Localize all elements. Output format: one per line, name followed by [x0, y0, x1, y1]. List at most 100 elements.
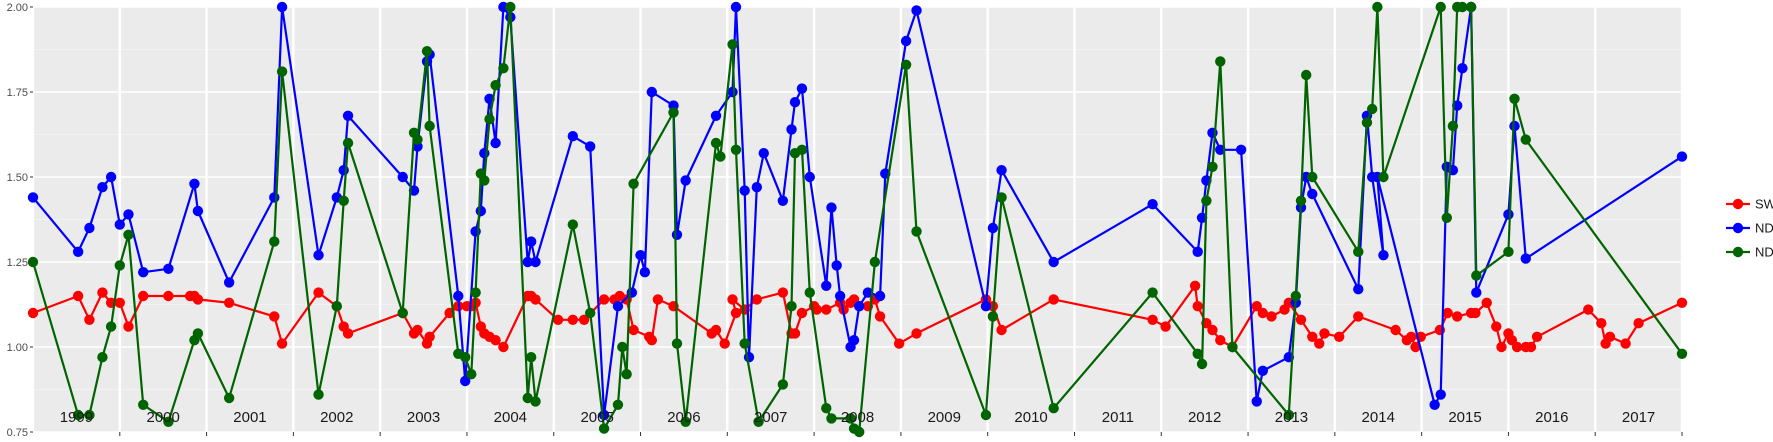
y-tick-label: 1.50 — [7, 172, 28, 184]
data-point-ndwi — [1447, 120, 1459, 132]
data-point-ndvi — [490, 137, 501, 149]
data-point-ndwi — [421, 46, 433, 57]
data-point-ndwi — [753, 416, 764, 427]
data-point-swir — [1048, 294, 1059, 305]
data-point-ndwi — [479, 175, 490, 186]
data-point-swir — [777, 287, 789, 298]
data-point-ndwi — [530, 396, 541, 407]
data-point-ndvi — [1353, 284, 1364, 295]
data-point-swir — [138, 290, 149, 302]
data-point-swir — [1257, 307, 1269, 319]
data-point-ndwi — [987, 311, 999, 322]
data-point-ndvi — [223, 277, 235, 288]
data-point-ndwi — [1520, 134, 1531, 145]
data-point-swir — [1511, 341, 1523, 353]
data-point-ndwi — [584, 307, 596, 319]
data-point-swir — [424, 331, 435, 342]
data-point-swir — [1633, 318, 1644, 329]
data-point-swir — [1620, 338, 1631, 349]
data-point-ndwi — [1201, 195, 1212, 206]
legend-key-point — [1732, 246, 1744, 258]
data-point-swir — [1406, 331, 1417, 342]
data-point-ndwi — [114, 260, 125, 271]
data-point-ndvi — [1471, 287, 1482, 298]
data-point-ndvi — [739, 185, 750, 196]
data-point-swir — [893, 338, 905, 349]
data-point-swir — [498, 341, 509, 353]
legend-key-point — [1732, 198, 1744, 210]
data-point-ndwi — [617, 341, 628, 353]
data-point-ndwi — [668, 107, 679, 118]
data-point-swir — [567, 314, 579, 325]
data-point-ndvi — [980, 301, 992, 312]
data-point-ndvi — [397, 171, 408, 183]
data-point-swir — [97, 287, 108, 298]
data-point-ndwi — [1471, 270, 1482, 281]
data-point-ndvi — [114, 219, 125, 230]
data-point-ndvi — [1429, 399, 1440, 410]
data-point-ndwi — [342, 137, 354, 149]
data-point-ndvi — [1503, 209, 1514, 220]
data-point-swir — [1314, 338, 1325, 349]
data-point-ndwi — [1361, 117, 1373, 128]
data-point-ndvi — [1520, 253, 1531, 264]
data-point-swir — [1596, 318, 1607, 329]
y-tick-label: 0.75 — [7, 427, 28, 439]
data-point-ndvi — [635, 250, 646, 261]
y-tick-label: 2.00 — [7, 2, 28, 14]
data-point-ndwi — [1215, 56, 1226, 67]
data-point-ndwi — [786, 301, 797, 312]
data-point-ndvi — [612, 301, 624, 312]
data-point-ndvi — [786, 124, 797, 135]
year-label: 2001 — [233, 409, 266, 426]
data-point-ndvi — [276, 1, 288, 13]
year-label: 2010 — [1014, 409, 1047, 426]
data-point-ndwi — [1503, 246, 1514, 257]
data-point-swir — [1295, 314, 1307, 325]
data-point-ndvi — [834, 290, 846, 302]
data-point-ndwi — [505, 1, 516, 13]
year-label: 2017 — [1622, 409, 1655, 426]
data-point-swir — [1442, 307, 1453, 319]
y-axis: 0.75 1.00 1.25 1.50 1.75 2.00 — [7, 2, 33, 439]
data-point-ndwi — [996, 192, 1007, 203]
data-point-ndvi — [342, 110, 354, 122]
data-point-swir — [874, 311, 886, 322]
data-point-ndvi — [911, 5, 922, 16]
data-point-ndwi — [900, 59, 912, 70]
data-point-ndvi — [1251, 396, 1262, 407]
data-point-ndvi — [1307, 188, 1318, 200]
data-point-ndwi — [911, 226, 922, 237]
data-point-ndvi — [84, 222, 95, 234]
data-point-ndvi — [1457, 62, 1468, 74]
data-point-swir — [223, 297, 235, 308]
data-point-ndwi — [460, 352, 471, 363]
data-point-ndvi — [796, 83, 808, 94]
data-point-ndvi — [530, 256, 541, 268]
data-point-ndwi — [727, 39, 738, 50]
data-point-ndwi — [1307, 171, 1318, 183]
year-label: 2011 — [1102, 409, 1134, 426]
data-point-swir — [1333, 331, 1345, 342]
year-label: 2012 — [1188, 409, 1221, 426]
data-point-ndwi — [730, 144, 742, 155]
legend-key-point — [1732, 222, 1744, 234]
data-point-swir — [1207, 324, 1218, 336]
data-point-swir — [811, 304, 822, 315]
data-point-swir — [342, 328, 354, 339]
data-point-ndwi — [1353, 246, 1364, 257]
y-tick-label: 1.75 — [7, 87, 28, 99]
data-point-swir — [1531, 331, 1543, 342]
year-label: 2003 — [407, 409, 440, 426]
year-label: 2009 — [928, 409, 961, 426]
data-point-swir — [710, 324, 722, 336]
data-point-swir — [1147, 314, 1158, 325]
data-point-swir — [84, 314, 95, 325]
data-point-ndwi — [1509, 93, 1520, 105]
legend-label-ndwi: NDWI — [1755, 245, 1773, 260]
data-point-swir — [276, 338, 288, 349]
data-point-swir — [1525, 341, 1537, 353]
legend-label-swir: SWIR — [1755, 197, 1773, 212]
data-point-ndwi — [777, 379, 789, 390]
data-point-ndwi — [1301, 69, 1312, 81]
